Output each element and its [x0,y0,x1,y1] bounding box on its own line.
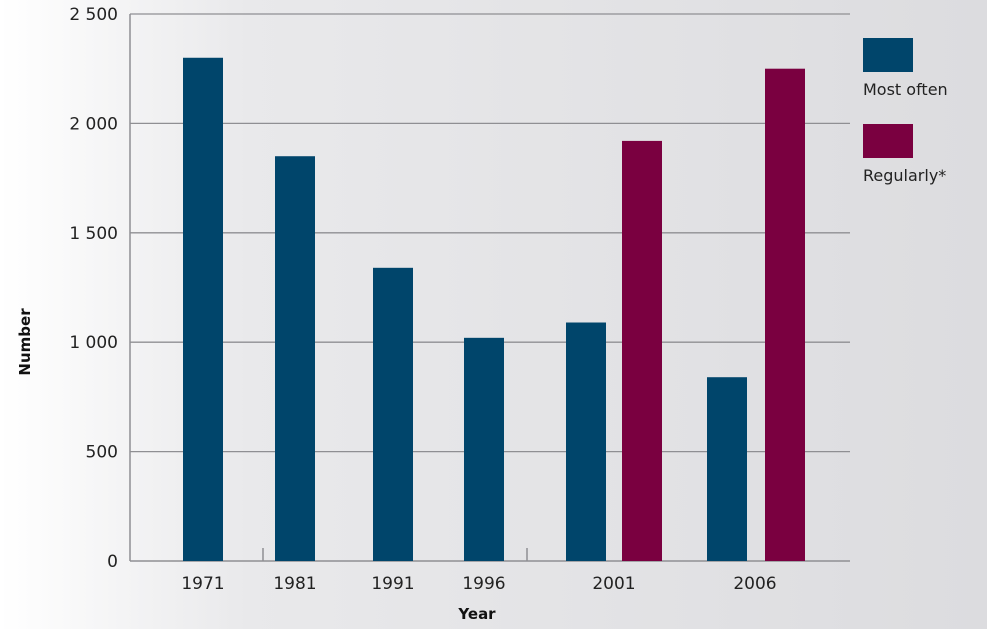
y-tick-label: 1 500 [69,224,118,244]
bar-1971-most-often [183,57,223,561]
legend-label-most-often: Most often [863,80,948,99]
x-tick-label: 1991 [371,574,414,594]
y-tick-label: 0 [107,552,118,572]
bar-1981-most-often [275,156,315,561]
y-tick-label: 2 000 [69,114,118,134]
bar-2001-most-often [566,322,606,561]
x-tick-label: 1981 [273,574,316,594]
y-tick-label: 1 000 [69,333,118,353]
bar-2001-regularly [622,140,662,562]
y-axis-title: Number [16,308,34,376]
x-axis-title: Year [457,605,496,623]
y-tick-label: 2 500 [69,5,118,25]
bar-2006-most-often [707,377,747,561]
bar-1991-most-often [373,267,413,561]
y-tick-label: 500 [86,443,118,463]
legend: Most often Regularly* [863,38,948,185]
x-tick-label: 1996 [462,574,505,594]
bar-1996-most-often [464,337,504,561]
legend-swatch-most-often [863,38,913,72]
x-tick-label: 2001 [592,574,635,594]
bars [183,57,805,562]
legend-swatch-regularly [863,124,913,158]
bar-2006-regularly [765,68,805,561]
x-tick-label: 1971 [181,574,224,594]
x-tick-label: 2006 [733,574,776,594]
legend-label-regularly: Regularly* [863,166,946,185]
x-tick-labels: 1971 1981 1991 1996 2001 2006 [181,574,776,594]
y-tick-labels: 0 500 1 000 1 500 2 000 2 500 [69,5,118,572]
